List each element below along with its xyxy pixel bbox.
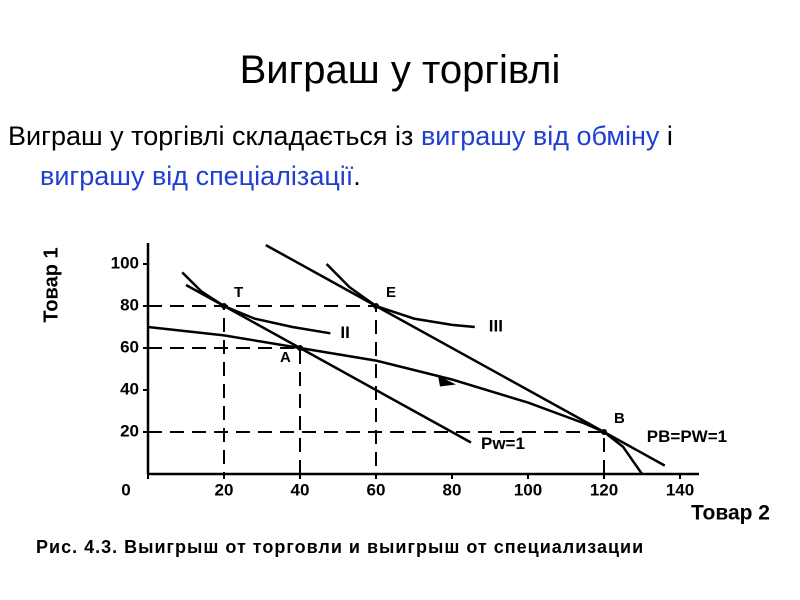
x-tick-label: 140 <box>666 480 694 499</box>
series-line <box>265 244 666 467</box>
x-tick-label: 0 <box>121 480 130 499</box>
point-label: A <box>280 349 291 366</box>
series-label: PB=PW=1 <box>647 427 727 446</box>
x-tick-label: 120 <box>590 480 618 499</box>
x-axis-label: Товар 2 <box>691 502 770 525</box>
y-tick-label: 60 <box>120 337 139 356</box>
series-line <box>147 325 644 475</box>
guide-line <box>148 347 301 474</box>
text-part: і <box>659 121 673 151</box>
text-highlight: виграшу від обміну <box>420 121 660 151</box>
y-tick-label: 100 <box>111 253 139 272</box>
series-line <box>181 271 331 335</box>
slide-title: Виграш у торгівлі <box>239 48 561 92</box>
series-line <box>185 283 472 444</box>
y-axis-label: Товар 1 <box>40 247 62 322</box>
point-label: T <box>234 284 243 301</box>
series-label: II <box>340 323 349 342</box>
x-tick-label: 40 <box>291 480 310 499</box>
series-label: Pw=1 <box>481 434 525 453</box>
text-highlight: виграшу від спеціалізації <box>40 161 354 191</box>
guide-line <box>148 431 605 474</box>
arrow-head <box>438 375 456 387</box>
chart-caption: Рис. 4.3. Выигрыш от торговли и выигрыш … <box>36 537 645 557</box>
y-tick-label: 80 <box>120 295 139 314</box>
x-tick-label: 80 <box>443 480 462 499</box>
series-label: III <box>489 316 503 335</box>
text-part: . <box>353 161 361 191</box>
y-tick-label: 20 <box>120 421 139 440</box>
point-label: B <box>614 410 625 427</box>
slide-text: Виграш у торгівлі складається із виграшу… <box>8 116 768 196</box>
point-label: E <box>386 284 396 301</box>
x-tick-label: 20 <box>215 480 234 499</box>
x-tick-label: 60 <box>367 480 386 499</box>
y-tick-label: 40 <box>120 379 139 398</box>
text-part: Виграш у торгівлі складається із <box>8 121 421 151</box>
x-tick-label: 100 <box>514 480 542 499</box>
series-line <box>325 263 475 329</box>
